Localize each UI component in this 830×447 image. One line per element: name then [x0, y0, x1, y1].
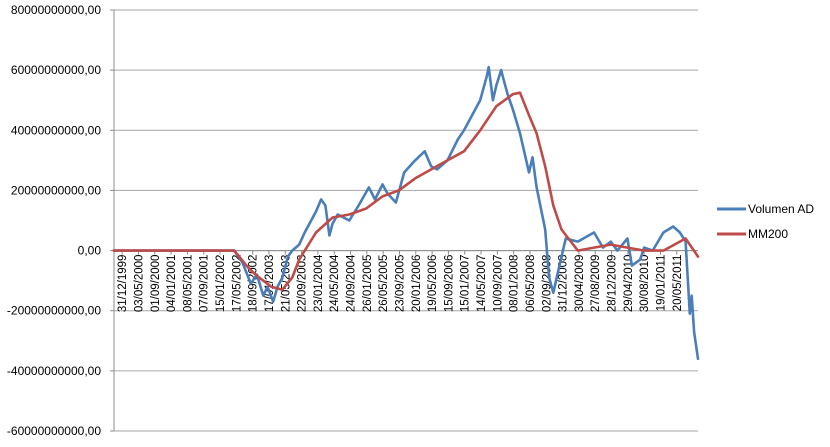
- x-tick-label: 30/08/2010: [639, 255, 651, 313]
- series-line-mm200: [112, 91, 700, 291]
- x-tick-label: 03/05/2000: [133, 255, 145, 313]
- x-tick-label: 08/05/2001: [182, 255, 194, 313]
- y-tick-label: 40000000000,00: [11, 123, 101, 137]
- x-tick-label: 15/09/2006: [443, 255, 455, 313]
- x-tick-label: 29/04/2010: [623, 255, 635, 313]
- x-tick-label: 26/05/2005: [378, 255, 390, 313]
- x-tick-label: 20/01/2006: [411, 255, 423, 313]
- axes: [110, 9, 698, 432]
- legend-label: MM200: [748, 227, 788, 241]
- x-tick-label: 18/09/2002: [248, 255, 260, 313]
- x-tick-label: 19/05/2006: [427, 255, 439, 313]
- x-tick-label: 14/05/2007: [476, 255, 488, 313]
- series-line-volumen-ad: [112, 65, 700, 361]
- y-tick-label: -20000000000,00: [7, 304, 101, 318]
- legend: Volumen AD MM200: [717, 202, 814, 241]
- x-tick-label: 02/09/2008: [541, 255, 553, 313]
- x-tick-label: 28/12/2009: [607, 255, 619, 313]
- x-tick-label: 19/01/2011: [655, 255, 667, 312]
- x-tick-label: 26/01/2005: [362, 255, 374, 313]
- x-tick-label: 15/01/2002: [215, 255, 227, 313]
- x-tick-label: 24/05/2004: [329, 254, 341, 312]
- x-tick-label: 30/04/2009: [574, 255, 586, 313]
- y-tick-label: 0,00: [78, 244, 102, 258]
- legend-label: Volumen AD: [748, 202, 814, 216]
- y-tick-label: -40000000000,00: [7, 364, 101, 378]
- x-tick-label: 31/12/1999: [117, 255, 129, 313]
- x-tick-label: 23/01/2004: [313, 254, 325, 312]
- x-tick-label: 04/01/2001: [166, 255, 178, 313]
- y-tick-label: 20000000000,00: [11, 183, 101, 197]
- x-tick-label: 08/01/2008: [509, 255, 521, 313]
- x-tick-label: 22/09/2003: [297, 255, 309, 313]
- x-tick-label: 24/09/2004: [346, 254, 358, 312]
- x-axis-tick-labels: 31/12/1999 03/05/2000 01/09/2000 04/01/2001…: [117, 254, 684, 312]
- series-lines: [112, 65, 700, 361]
- x-tick-label: 31/12/2008: [558, 255, 570, 313]
- y-tick-label: 80000000000,00: [11, 3, 101, 17]
- x-tick-label: 17/05/2002: [231, 255, 243, 313]
- x-tick-label: 10/09/2007: [492, 255, 504, 313]
- x-tick-label: 17/01/2003: [264, 255, 276, 313]
- x-tick-label: 27/08/2009: [590, 255, 602, 313]
- x-tick-label: 01/09/2000: [150, 255, 162, 313]
- y-tick-label: 60000000000,00: [11, 63, 101, 77]
- y-tick-label: -60000000000,00: [7, 424, 101, 438]
- gridlines: [114, 9, 698, 432]
- y-axis-tick-labels: 80000000000,00 60000000000,00 40000000000,…: [7, 3, 101, 438]
- x-tick-label: 07/09/2001: [199, 255, 211, 313]
- x-tick-label: 06/05/2008: [525, 255, 537, 313]
- x-tick-label: 15/01/2007: [460, 255, 472, 313]
- x-tick-label: 20/05/2011: [672, 255, 684, 312]
- x-tick-label: 23/09/2005: [394, 255, 406, 313]
